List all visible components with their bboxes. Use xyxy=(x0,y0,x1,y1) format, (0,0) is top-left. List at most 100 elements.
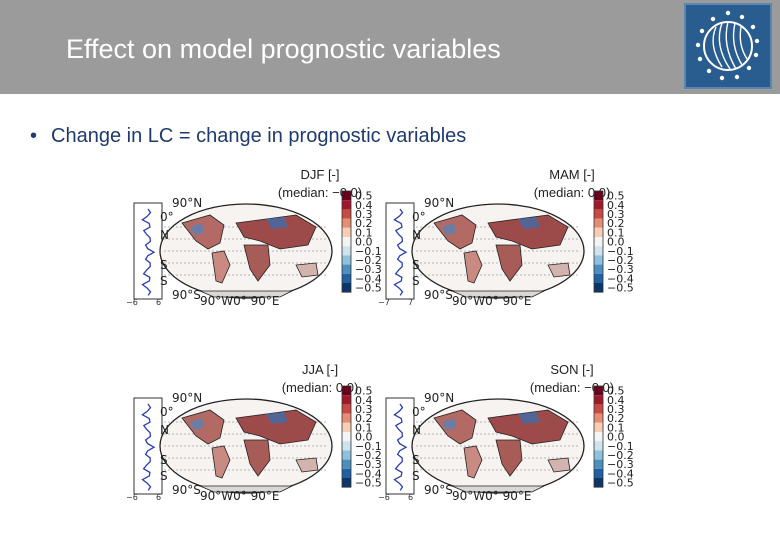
colorbar-tick-label: −0.4 xyxy=(607,272,634,285)
negative-anomaly-patch xyxy=(442,418,456,430)
profile-tick-label: 6 xyxy=(408,493,413,502)
clipped-letter: N xyxy=(160,423,169,437)
colorbar-tick-label: 0.4 xyxy=(607,394,625,407)
colorbar-tick-label: −0.3 xyxy=(355,263,382,276)
colorbar-tick-label: −0.2 xyxy=(607,449,634,462)
landmass-australia xyxy=(547,457,571,473)
lat-label-north: 90°N xyxy=(172,391,202,405)
colorbar-swatch xyxy=(594,478,603,488)
colorbar-swatch xyxy=(594,200,603,210)
colorbar-swatch xyxy=(342,283,351,293)
lon-label: 90°W0° 90°E xyxy=(452,294,531,308)
profile-tick-label: −6 xyxy=(378,493,390,502)
colorbar-swatch xyxy=(594,404,603,414)
world-map xyxy=(411,203,585,299)
profile-frame xyxy=(133,397,163,495)
colorbar-swatch xyxy=(342,386,351,396)
colorbar-swatch xyxy=(342,441,351,451)
panel-title: SON [-] xyxy=(550,362,594,377)
colorbar-frame xyxy=(341,385,352,488)
colorbar-swatch xyxy=(594,237,603,247)
negative-anomaly-patch xyxy=(266,217,288,229)
colorbar-tick-label: 0.1 xyxy=(607,226,625,239)
colorbar-tick-label: −0.5 xyxy=(607,282,634,295)
panel-median: (median: 0.0) xyxy=(533,185,611,200)
colorbar-tick-label: 0.4 xyxy=(355,199,373,212)
colorbar-tick-label: 0.5 xyxy=(607,385,625,398)
landmass-eurasia xyxy=(235,409,317,445)
colorbar-tick-label: −0.5 xyxy=(355,282,382,295)
colorbar-swatch xyxy=(342,264,351,274)
colorbar-swatch xyxy=(594,191,603,201)
colorbar-swatch xyxy=(594,432,603,442)
landmass-antarctica xyxy=(199,290,293,298)
colorbar-frame xyxy=(341,190,352,293)
colorbar-tick-label: 0.0 xyxy=(355,236,373,249)
bullet-dot-icon: • xyxy=(30,125,38,147)
colorbar-tick-label: 0.1 xyxy=(355,421,373,434)
clipped-letter: N xyxy=(412,423,421,437)
colorbar-swatch xyxy=(342,468,351,478)
colorbar-swatch xyxy=(342,237,351,247)
negative-anomaly-patch xyxy=(518,217,540,229)
colorbar-tick-label: 0.3 xyxy=(355,208,373,221)
colorbar-swatch xyxy=(342,209,351,219)
map-panel-jja: JJA [-] (median: 0.0) −6 6 90°N 0° N S S 90°S 90… xyxy=(120,360,382,510)
lat-label-south: 90°S xyxy=(172,483,201,497)
profile-line xyxy=(141,403,156,491)
profile-tick-label: −7 xyxy=(378,298,390,307)
colorbar-frame xyxy=(593,190,604,293)
colorbar-tick-label: −0.3 xyxy=(607,458,634,471)
colorbar-tick-label: −0.5 xyxy=(355,477,382,490)
lat-label-north: 90°N xyxy=(172,196,202,210)
lon-label: 90°W0° 90°E xyxy=(200,294,279,308)
colorbar-swatch xyxy=(342,191,351,201)
landmass-americas-south xyxy=(463,250,483,284)
colorbar-tick-label: 0.5 xyxy=(355,190,373,203)
colorbar-swatch xyxy=(342,404,351,414)
map-panel-mam: MAM [-] (median: 0.0) −7 7 90°N 0° N S S 90°S 90… xyxy=(372,165,634,315)
profile-tick-label: −6 xyxy=(126,298,138,307)
colorbar-tick-label: −0.5 xyxy=(607,477,634,490)
colorbar-swatch xyxy=(342,218,351,228)
lon-label: 90°W0° 90°E xyxy=(200,489,279,503)
panel-median: (median: −0.0) xyxy=(529,380,615,395)
lon-label: 90°W0° 90°E xyxy=(452,489,531,503)
lat-label-zero: 0° xyxy=(412,210,426,224)
colorbar-swatch xyxy=(342,246,351,256)
map-panel-djf: DJF [-] (median: −0.0) −6 6 90°N 0° N S S 90°S 9… xyxy=(120,165,382,315)
lat-label-north: 90°N xyxy=(424,196,454,210)
colorbar-swatch xyxy=(342,395,351,405)
landmass-americas-south xyxy=(463,445,483,479)
world-map xyxy=(159,398,333,494)
colorbar-tick-label: 0.0 xyxy=(607,431,625,444)
landmass-africa xyxy=(495,439,523,477)
profile-line xyxy=(141,208,156,296)
colorbar-swatch xyxy=(594,422,603,432)
bullet-point: • Change in LC = change in prognostic var… xyxy=(30,125,466,148)
clipped-letter: S xyxy=(160,469,168,483)
panel-title: MAM [-] xyxy=(549,167,595,182)
clipped-letter: S xyxy=(412,469,420,483)
colorbar-tick-label: −0.2 xyxy=(355,449,382,462)
clipped-letter: N xyxy=(160,228,169,242)
negative-anomaly-patch xyxy=(190,418,204,430)
clipped-letter: S xyxy=(412,258,420,272)
colorbar-swatch xyxy=(594,209,603,219)
clipped-letter: S xyxy=(412,274,420,288)
profile-tick-label: −6 xyxy=(126,493,138,502)
clipped-letter: N xyxy=(412,228,421,242)
panel-median: (median: −0.0) xyxy=(277,185,363,200)
colorbar-swatch xyxy=(594,468,603,478)
landmass-australia xyxy=(295,262,319,278)
colorbar-tick-label: 0.2 xyxy=(355,217,373,230)
colorbar-swatch xyxy=(342,273,351,283)
profile-frame xyxy=(385,202,415,300)
colorbar-tick-label: −0.3 xyxy=(355,458,382,471)
colorbar-swatch xyxy=(342,227,351,237)
colorbar-swatch xyxy=(342,459,351,469)
